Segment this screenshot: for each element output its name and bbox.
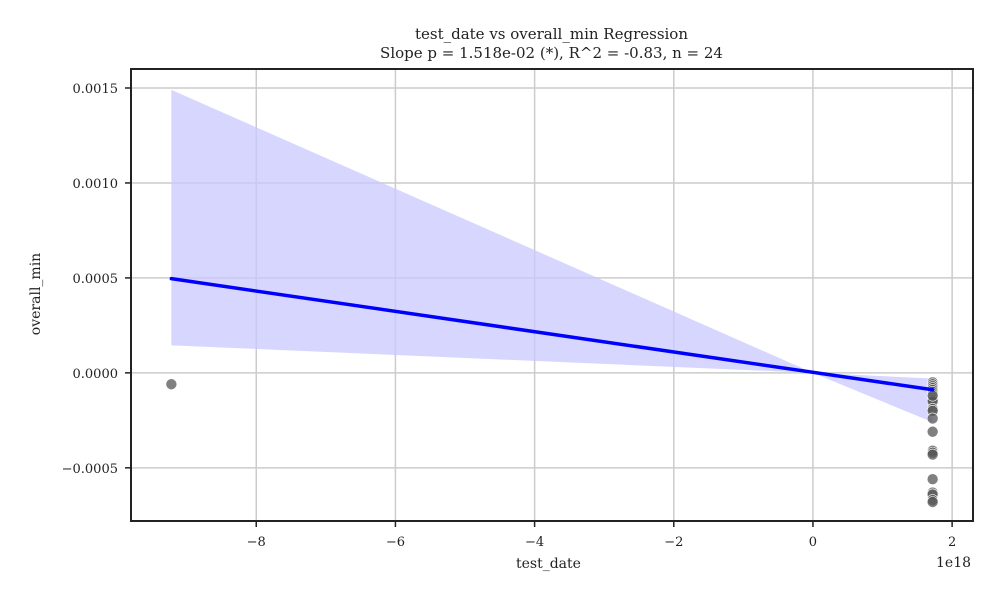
data-point bbox=[165, 378, 178, 391]
x-tick-label: −8 bbox=[247, 535, 266, 550]
y-tick-label: −0.0005 bbox=[62, 462, 118, 477]
x-tick-label: −6 bbox=[386, 535, 405, 550]
x-axis-label: test_date bbox=[516, 556, 581, 572]
y-tick-label: 0.0015 bbox=[73, 82, 119, 97]
y-tick-label: 0.0005 bbox=[73, 272, 119, 287]
x-tick-label: −4 bbox=[525, 535, 544, 550]
x-tick-label: −2 bbox=[664, 535, 683, 550]
x-tick-label: 2 bbox=[948, 535, 956, 550]
y-tick-label: 0.0010 bbox=[73, 177, 119, 192]
chart-subtitle: Slope p = 1.518e-02 (*), R^2 = -0.83, n … bbox=[380, 44, 723, 62]
data-point bbox=[926, 389, 939, 402]
x-offset-label: 1e18 bbox=[936, 555, 972, 571]
data-point bbox=[926, 412, 939, 425]
chart-title: test_date vs overall_min Regression bbox=[414, 25, 689, 43]
plot-frame bbox=[130, 68, 974, 522]
regression-line bbox=[169, 276, 935, 392]
data-point bbox=[926, 448, 939, 461]
data-point bbox=[926, 473, 939, 486]
data-point bbox=[926, 425, 939, 438]
y-axis-label: overall_min bbox=[28, 252, 45, 336]
x-tick-label: 0 bbox=[809, 535, 817, 550]
confidence-band bbox=[171, 89, 933, 423]
data-point bbox=[926, 496, 939, 508]
y-tick-label: 0.0000 bbox=[73, 367, 119, 382]
